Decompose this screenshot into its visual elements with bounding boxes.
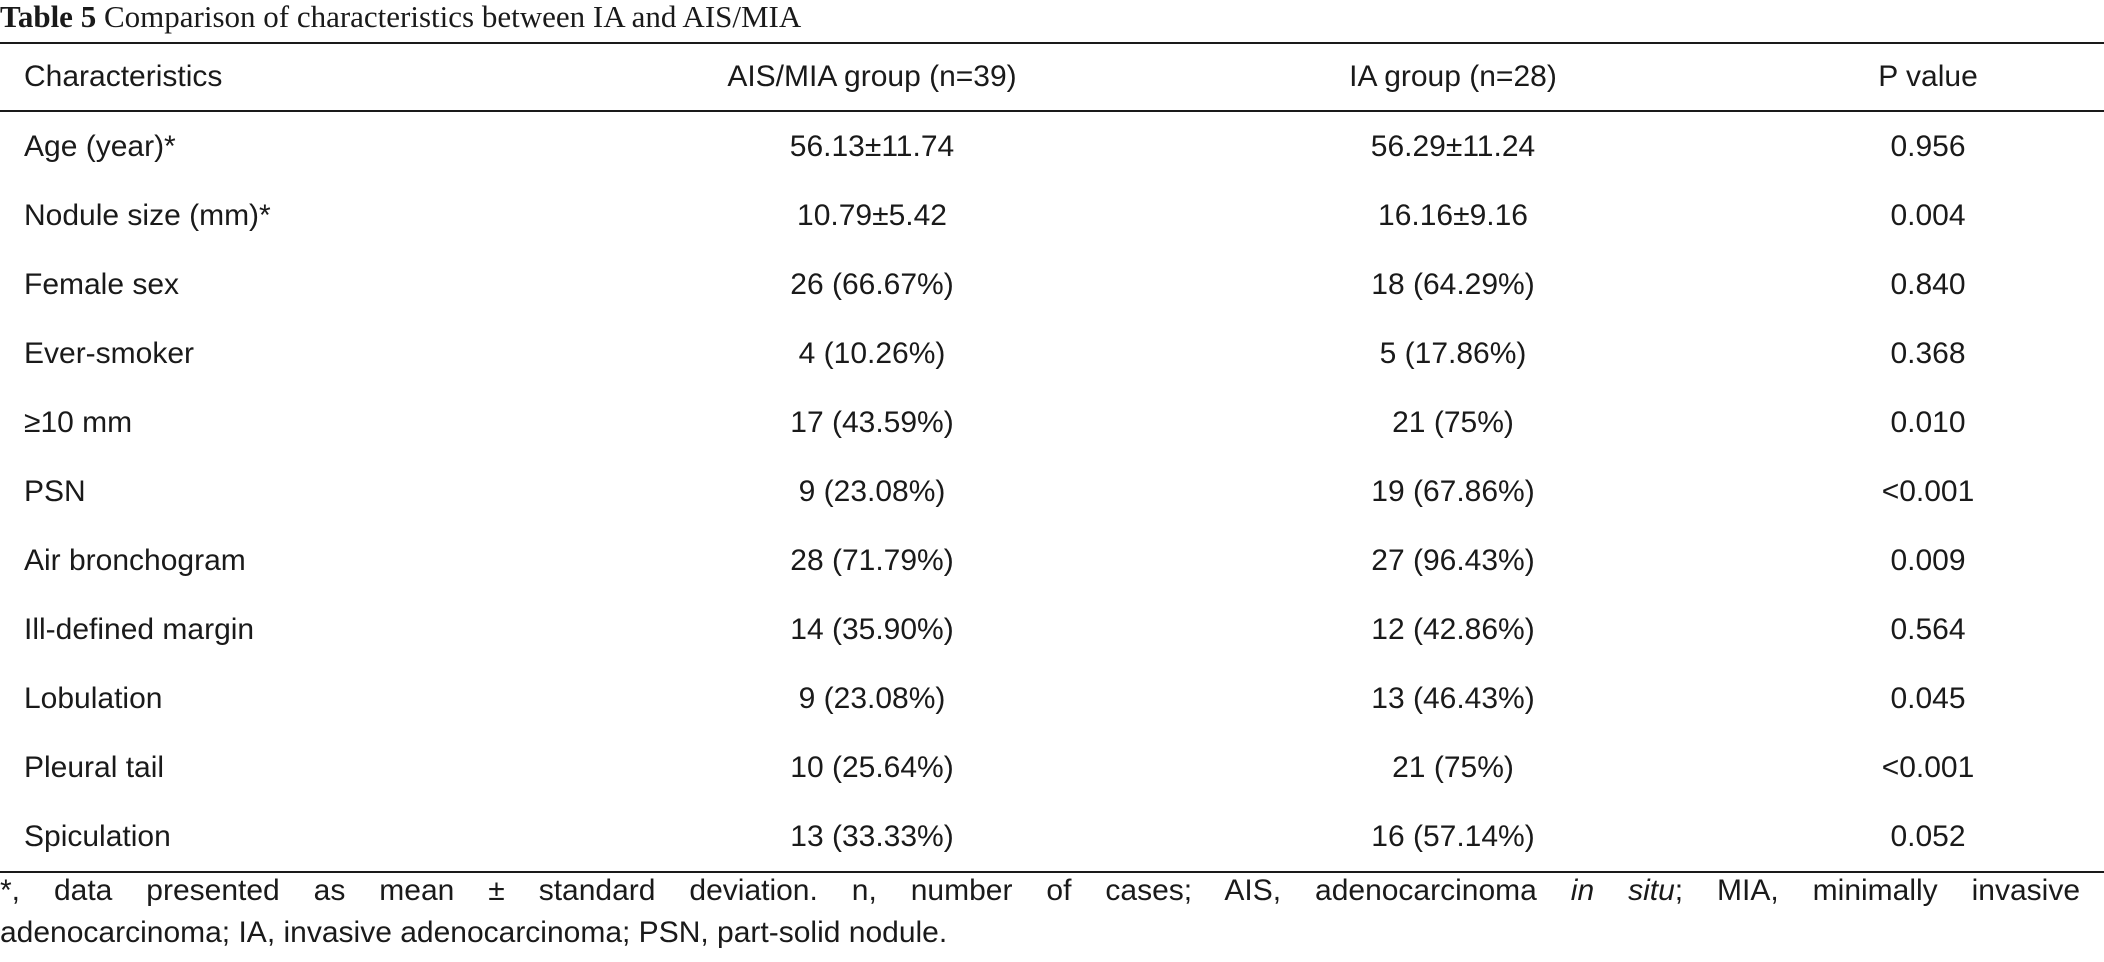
cell-ais-mia-value: 28 (71.79%) [790, 543, 954, 577]
cell-p-value: 0.004 [1890, 198, 1966, 232]
table-row: Ill-defined margin 14 (35.90%) 12 (42.86%)… [0, 595, 2104, 664]
header-characteristics: Characteristics [0, 42, 590, 112]
table-row: Nodule size (mm)* 10.79±5.42 16.16±9.16 0.0… [0, 181, 2104, 250]
cell-p-value: 0.956 [1890, 129, 1966, 163]
cell-ia-value: 16 (57.14%) [1154, 802, 1752, 873]
cell-characteristic: Spiculation [0, 802, 590, 873]
table-row: Female sex 26 (66.67%) 18 (64.29%) 0.840 [0, 250, 2104, 319]
cell-ia-value: 56.29±11.24 [1370, 129, 1536, 163]
footnote-text-2: ; MIA, minimally invasive [1674, 874, 2081, 907]
cell-characteristic: Nodule size (mm)* [24, 198, 271, 232]
cell-ais-mia-value: 4 (10.26%) [798, 336, 946, 370]
cell-ia-value: 21 (75%) [1392, 405, 1514, 439]
cell-ais-mia-value: 13 (33.33%) [590, 802, 1154, 873]
cell-characteristic: Lobulation [24, 681, 163, 715]
table-row: Age (year)* 56.13±11.74 56.29±11.24 0.956 [0, 111, 2104, 181]
header-ais-mia-group: AIS/MIA group (n=39) [590, 42, 1154, 112]
cell-ais-mia-value: 14 (35.90%) [790, 612, 954, 646]
table-footnote: *, data presented as mean ± standard dev… [0, 870, 2080, 954]
cell-p-value: 0.009 [1890, 543, 1966, 577]
footnote-italic-in-situ: in situ [1570, 874, 1675, 907]
footnote-line-1: *, data presented as mean ± standard dev… [0, 870, 2080, 912]
cell-ia-value: 18 (64.29%) [1371, 267, 1535, 301]
footnote-text-1: *, data presented as mean ± standard dev… [0, 874, 1571, 907]
table-body: Age (year)* 56.13±11.74 56.29±11.24 0.956 No… [0, 111, 2104, 873]
cell-characteristic: Age (year)* [24, 129, 176, 163]
cell-p-value: <0.001 [1881, 474, 1975, 508]
cell-ia-value: 21 (75%) [1392, 750, 1514, 784]
cell-ia-value: 13 (46.43%) [1371, 681, 1535, 715]
table-row: PSN 9 (23.08%) 19 (67.86%) <0.001 [0, 457, 2104, 526]
cell-p-value: 0.840 [1890, 267, 1966, 301]
cell-characteristic: Air bronchogram [24, 543, 246, 577]
cell-p-value: 0.052 [1752, 802, 2104, 873]
header-p-value: P value [1752, 42, 2104, 112]
table-row: Ever-smoker 4 (10.26%) 5 (17.86%) 0.368 [0, 319, 2104, 388]
cell-p-value: <0.001 [1881, 750, 1975, 784]
table-caption: Table 5 Comparison of characteristics be… [0, 0, 801, 40]
table-row: Pleural tail 10 (25.64%) 21 (75%) <0.001 [0, 733, 2104, 802]
cell-ais-mia-value: 9 (23.08%) [798, 474, 946, 508]
cell-characteristic: Pleural tail [24, 750, 165, 784]
header-ia-group: IA group (n=28) [1154, 42, 1752, 112]
cell-characteristic: Ill-defined margin [24, 612, 255, 646]
cell-ia-value: 27 (96.43%) [1371, 543, 1535, 577]
cell-p-value: 0.045 [1890, 681, 1966, 715]
cell-p-value: 0.368 [1890, 336, 1966, 370]
cell-ais-mia-value: 10 (25.64%) [790, 750, 954, 784]
cell-characteristic: ≥10 mm [24, 405, 133, 439]
cell-ia-value: 5 (17.86%) [1379, 336, 1527, 370]
cell-ia-value: 12 (42.86%) [1371, 612, 1535, 646]
cell-characteristic: PSN [24, 474, 86, 508]
table-row: Spiculation 13 (33.33%) 16 (57.14%) 0.052 [0, 802, 2104, 873]
comparison-table: Characteristics AIS/MIA group (n=39) IA … [0, 42, 2104, 873]
table-number: Table 5 [0, 0, 97, 34]
table-title: Comparison of characteristics between IA… [103, 0, 802, 34]
footnote-line-2: adenocarcinoma; IA, invasive adenocarcin… [0, 916, 948, 949]
cell-ais-mia-value: 9 (23.08%) [798, 681, 946, 715]
table-row: Air bronchogram 28 (71.79%) 27 (96.43%) 0.0… [0, 526, 2104, 595]
cell-p-value: 0.010 [1890, 405, 1966, 439]
cell-characteristic: Ever-smoker [24, 336, 195, 370]
table-row: ≥10 mm 17 (43.59%) 21 (75%) 0.010 [0, 388, 2104, 457]
cell-ia-value: 16.16±9.16 [1378, 198, 1528, 232]
cell-ia-value: 19 (67.86%) [1371, 474, 1535, 508]
cell-ais-mia-value: 10.79±5.42 [797, 198, 947, 232]
cell-p-value: 0.564 [1890, 612, 1966, 646]
cell-ais-mia-value: 17 (43.59%) [790, 405, 954, 439]
cell-characteristic: Female sex [24, 267, 180, 301]
table-row: Lobulation 9 (23.08%) 13 (46.43%) 0.045 [0, 664, 2104, 733]
table-header-row: Characteristics AIS/MIA group (n=39) IA … [0, 42, 2104, 112]
cell-ais-mia-value: 26 (66.67%) [790, 267, 954, 301]
cell-ais-mia-value: 56.13±11.74 [789, 129, 955, 163]
